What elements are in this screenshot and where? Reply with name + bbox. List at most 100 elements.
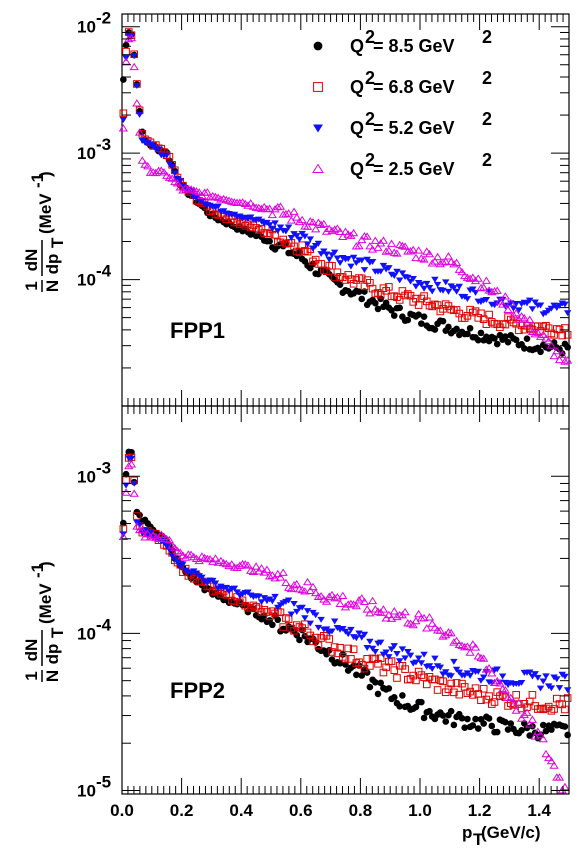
y-axis-label: 1 N dN dp T (MeV -1 ): [22, 561, 67, 682]
data-point-square-open: [298, 624, 306, 632]
data-point-square-open: [447, 305, 455, 314]
data-point-square-open: [355, 658, 363, 667]
data-point-triangle-open: [267, 210, 277, 219]
data-point-square-open: [279, 623, 287, 631]
data-point-triangle-down: [173, 559, 182, 566]
data-point-triangle-open: [435, 626, 445, 634]
data-point-triangle-down: [293, 608, 301, 615]
data-point-triangle-open: [346, 599, 356, 608]
data-point-square-open: [341, 655, 350, 663]
data-point-square-open: [325, 635, 334, 643]
data-point-triangle-down: [376, 268, 385, 275]
data-point-triangle-open: [527, 715, 538, 723]
y-axis-ticks: 10-510-410-3: [77, 428, 569, 800]
data-point-square-open: [341, 276, 350, 284]
data-point-square-open: [306, 631, 315, 640]
data-point-triangle-down: [401, 655, 409, 662]
data-point-circle: [293, 631, 301, 639]
data-point-square-open: [246, 223, 255, 232]
y-tick-exponent: -3: [96, 135, 111, 154]
data-point-triangle-down: [412, 659, 420, 666]
y-tick-exponent: -4: [96, 262, 112, 281]
data-point-triangle-open: [137, 526, 147, 534]
data-point-triangle-open: [519, 313, 529, 322]
data-point-triangle-open: [129, 62, 139, 71]
data-point-triangle-down: [293, 233, 301, 240]
data-point-square-open: [422, 680, 431, 689]
data-point-circle: [447, 707, 455, 715]
data-point-triangle-down: [320, 248, 328, 255]
legend-label-q-sup: 2: [365, 109, 375, 129]
data-point-triangle-open: [473, 274, 483, 282]
data-point-triangle-down: [214, 203, 222, 210]
data-point-triangle-down: [171, 556, 179, 563]
data-point-circle: [564, 731, 571, 739]
data-point-triangle-open: [175, 548, 185, 556]
data-point-triangle-open: [503, 305, 513, 314]
data-point-circle: [415, 311, 422, 319]
data-point-triangle-open: [422, 247, 432, 255]
data-point-triangle-open: [148, 168, 158, 176]
data-point-triangle-open: [541, 334, 551, 342]
data-point-triangle-open: [137, 156, 147, 164]
data-point-triangle-down: [322, 626, 331, 633]
data-point-triangle-open: [362, 232, 372, 240]
data-point-circle: [274, 616, 282, 624]
data-point-triangle-open: [143, 161, 153, 170]
x-tick-label: 0.2: [170, 801, 194, 820]
data-point-triangle-down: [162, 543, 171, 550]
data-point-triangle-down: [525, 297, 534, 304]
data-point-square-open: [371, 289, 380, 298]
data-point-circle: [526, 732, 534, 739]
data-point-triangle-down: [257, 599, 266, 606]
data-point-triangle-down: [393, 651, 401, 657]
data-point-triangle-open: [357, 594, 367, 602]
data-point-triangle-open: [508, 310, 519, 319]
data-point-triangle-open: [319, 219, 329, 228]
panel-label: FPP1: [170, 318, 225, 343]
data-point-triangle-open: [194, 188, 204, 196]
data-point-triangle-open: [522, 319, 532, 327]
data-point-triangle-down: [265, 222, 274, 229]
data-point-circle: [477, 329, 485, 337]
data-point-square-open: [282, 614, 290, 622]
data-point-triangle-down: [358, 257, 366, 264]
data-point-triangle-open: [441, 257, 451, 265]
data-point-triangle-down: [423, 280, 431, 287]
data-point-square-open: [382, 286, 390, 295]
data-point-triangle-down: [452, 288, 461, 295]
data-point-triangle-open: [313, 592, 324, 601]
data-point-square-open: [431, 300, 439, 309]
panel-label: FPP2: [170, 678, 225, 703]
data-point-circle: [445, 323, 452, 331]
data-point-triangle-open: [489, 678, 500, 686]
data-point-circle: [420, 714, 428, 722]
data-point-circle: [442, 718, 450, 725]
data-point-square-open: [412, 676, 420, 685]
data-point-triangle-open: [487, 669, 497, 677]
data-point-triangle-open: [167, 174, 177, 182]
data-point-triangle-down: [295, 236, 304, 243]
data-point-square-open: [558, 700, 567, 709]
ylabel-frac2-den: dp: [43, 644, 62, 665]
data-point-triangle-open: [311, 588, 321, 597]
data-point-triangle-down: [284, 597, 293, 604]
data-point-triangle-open: [278, 568, 288, 576]
data-point-triangle-down: [555, 685, 564, 692]
data-point-circle: [313, 41, 323, 51]
data-point-triangle-open: [273, 569, 283, 578]
data-point-triangle-down: [368, 259, 377, 265]
data-point-circle: [412, 703, 420, 711]
data-point-triangle-down: [162, 152, 171, 159]
data-point-circle: [493, 340, 501, 348]
data-point-square-open: [428, 302, 436, 311]
data-point-triangle-open: [321, 597, 332, 605]
data-point-square-open: [236, 220, 244, 228]
data-point-square-open: [539, 705, 548, 714]
data-point-circle: [396, 304, 403, 312]
data-point-triangle-down: [414, 655, 423, 662]
data-point-square-open: [395, 296, 404, 304]
data-point-triangle-down: [122, 482, 130, 489]
data-point-triangle-open: [498, 300, 508, 308]
